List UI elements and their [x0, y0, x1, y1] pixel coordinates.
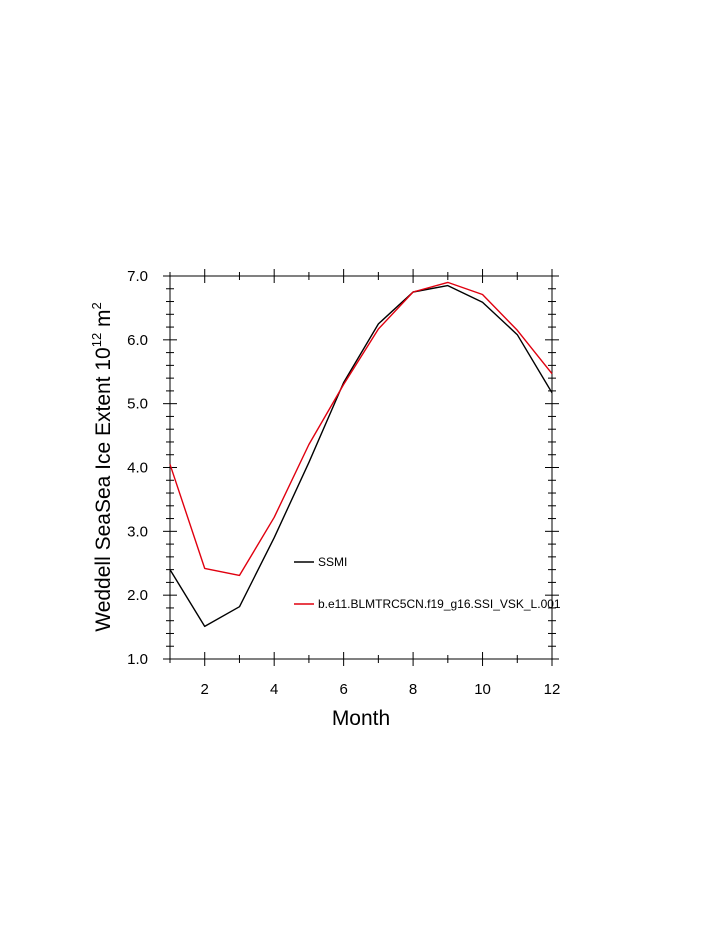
x-tick-label: 4 [270, 681, 278, 698]
y-tick-label: 6.0 [127, 332, 148, 349]
y-tick-label: 7.0 [127, 268, 148, 285]
y-axis-label-main: Weddell SeaSea Ice Extent 10 [92, 347, 115, 631]
series-line [169, 281, 553, 577]
legend: SSMI b.e11.BLMTRC5CN.f19_g16.SSI_VSK_L.00… [294, 555, 561, 611]
y-tick-label: 4.0 [127, 460, 148, 477]
series-line [169, 284, 553, 628]
x-tick-label: 12 [544, 681, 561, 698]
y-axis-label: Weddell SeaSea Ice Extent 1012 m2 [89, 302, 115, 632]
x-tick-label: 10 [474, 681, 491, 698]
series-lines [169, 281, 553, 628]
x-axis-label: Month [332, 707, 390, 730]
y-tick-label: 5.0 [127, 396, 148, 413]
legend-label: SSMI [318, 555, 347, 569]
x-tick-label: 8 [409, 681, 417, 698]
y-axis-label-unit-exponent: 2 [89, 302, 104, 309]
y-tick-label: 1.0 [127, 651, 148, 668]
y-axis-label-exponent: 12 [89, 333, 104, 347]
y-axis-label-unit: m [92, 309, 115, 332]
y-tick-label: 2.0 [127, 587, 148, 604]
axis-tick-labels: 2 4 6 8 10 12 1.0 2.0 3.0 4.0 5.0 6.0 7.0 [127, 268, 560, 698]
axis-ticks [163, 269, 559, 666]
x-tick-label: 6 [339, 681, 347, 698]
x-tick-label: 2 [201, 681, 209, 698]
y-tick-label: 3.0 [127, 523, 148, 540]
legend-label: b.e11.BLMTRC5CN.f19_g16.SSI_VSK_L.001 [318, 597, 561, 611]
